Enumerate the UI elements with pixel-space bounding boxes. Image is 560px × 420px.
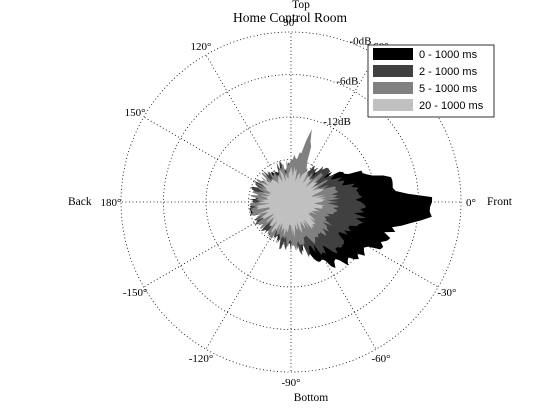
legend-label-3: 20 - 1000 ms bbox=[419, 100, 484, 112]
direction-label-top: Top bbox=[292, 0, 310, 11]
angle-tick-label-3: -90° bbox=[281, 377, 300, 389]
legend-swatch-0 bbox=[373, 48, 413, 60]
angle-tick-label-0: 0° bbox=[466, 197, 476, 209]
angle-tick-label-2: -60° bbox=[371, 353, 390, 365]
radial-tick-label-0: -0dB bbox=[350, 35, 372, 47]
direction-label-front: Front bbox=[487, 196, 513, 208]
legend-label-0: 0 - 1000 ms bbox=[419, 49, 478, 61]
angle-tick-label-5: -150° bbox=[123, 287, 148, 299]
angle-tick-label-8: 120° bbox=[191, 41, 212, 53]
series-area-3 bbox=[256, 166, 327, 238]
angle-tick-label-4: -120° bbox=[189, 353, 214, 365]
legend-label-1: 2 - 1000 ms bbox=[419, 66, 478, 78]
angle-tick-label-9: 90° bbox=[283, 17, 298, 29]
angle-tick-label-7: 150° bbox=[125, 107, 146, 119]
direction-label-back: Back bbox=[68, 196, 92, 208]
legend-label-2: 5 - 1000 ms bbox=[419, 83, 478, 95]
direction-label-bottom: Bottom bbox=[294, 392, 329, 404]
chart-title: Home Control Room bbox=[233, 10, 347, 25]
radial-tick-label-2: -12dB bbox=[323, 116, 351, 128]
legend-swatch-3 bbox=[373, 99, 413, 111]
legend-swatch-2 bbox=[373, 82, 413, 94]
angle-tick-label-1: -30° bbox=[437, 287, 456, 299]
radial-tick-label-1: -6dB bbox=[336, 76, 358, 88]
grid-circle-0 bbox=[120, 31, 462, 373]
legend: 0 - 1000 ms 2 - 1000 ms 5 - 1000 ms 20 - 10… bbox=[367, 44, 495, 118]
legend-swatch-1 bbox=[373, 65, 413, 77]
angle-tick-label-6: 180° bbox=[101, 197, 122, 209]
series-areas bbox=[248, 129, 433, 268]
tick-labels: 0°-30°-60°-90°-120°-150°180°150°120°90°6… bbox=[101, 17, 476, 389]
